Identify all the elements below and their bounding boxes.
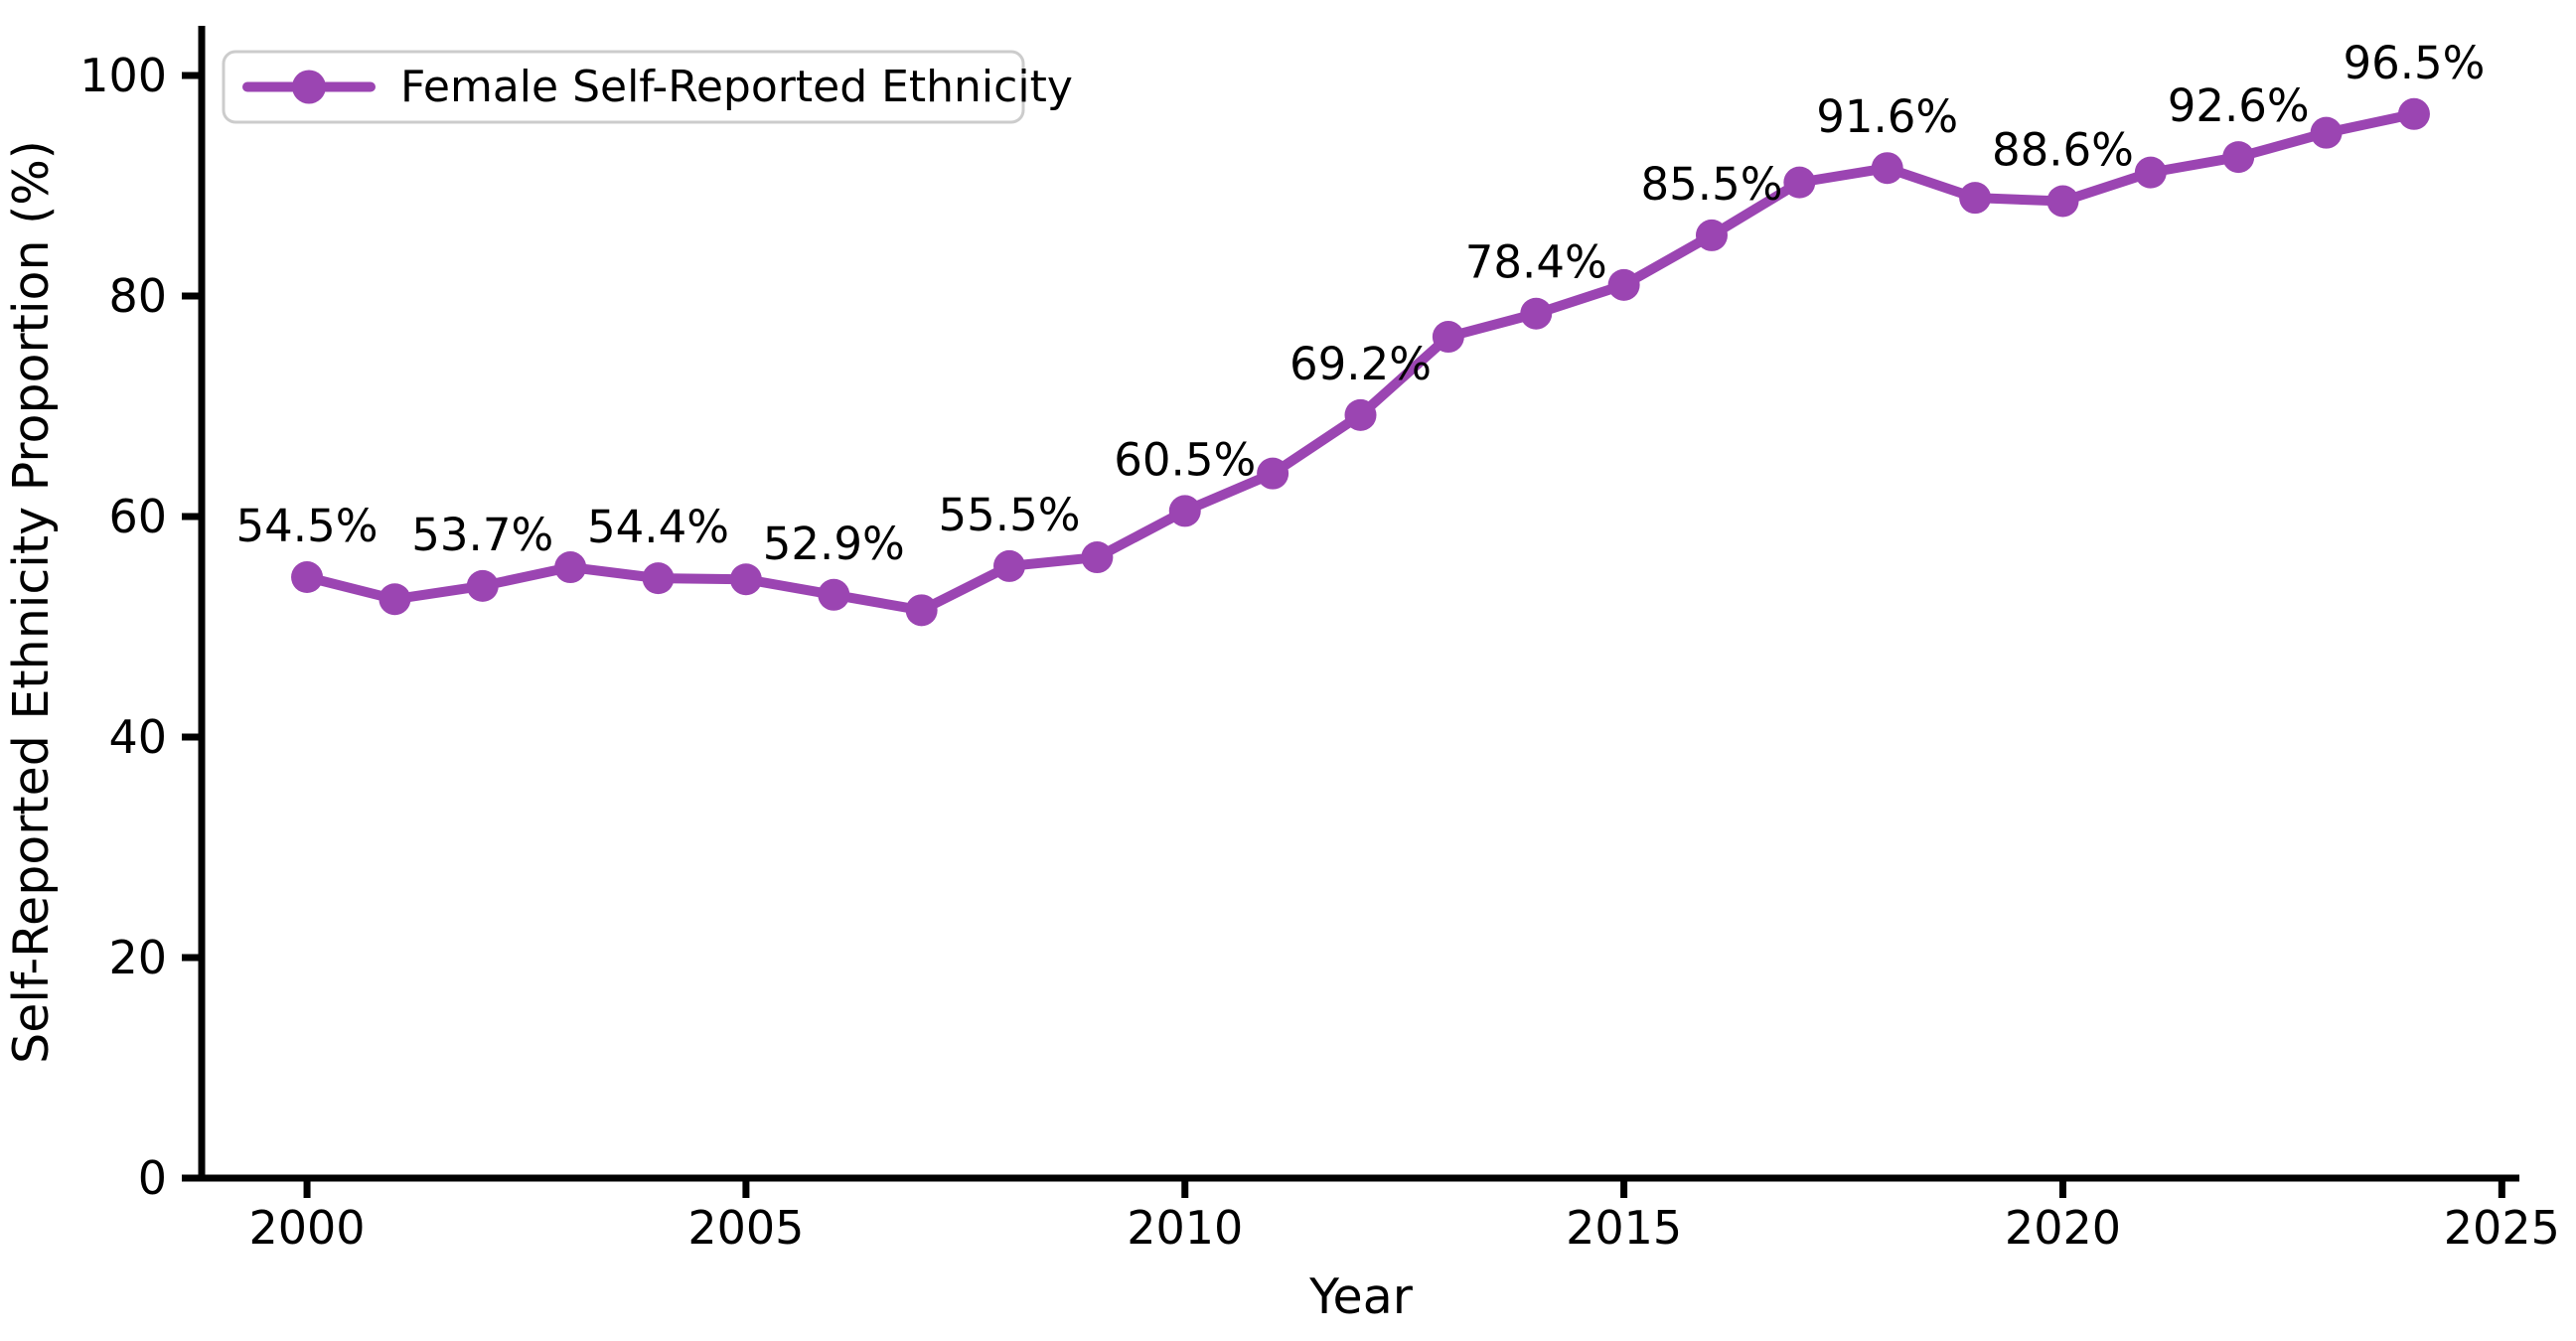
data-point bbox=[905, 594, 938, 627]
data-point-label: 55.5% bbox=[939, 489, 1081, 541]
data-point bbox=[729, 563, 762, 596]
y-tick-label: 100 bbox=[79, 49, 167, 102]
y-tick-label: 60 bbox=[108, 490, 167, 543]
legend-label: Female Self-Reported Ethnicity bbox=[400, 62, 1073, 112]
data-point-label: 88.6% bbox=[1992, 123, 2134, 176]
data-point bbox=[291, 561, 324, 594]
data-point-labels: 54.5% 53.7% 54.4% 52.9% 55.5% 60.5% 69.2% 78.4%… bbox=[236, 37, 2486, 570]
y-axis-label: Self-Reported Ethnicity Proportion (%) bbox=[3, 140, 60, 1064]
legend-box bbox=[222, 50, 1025, 124]
data-point bbox=[554, 551, 587, 584]
data-point-label: 91.6% bbox=[1816, 90, 1958, 143]
x-tick-label: 2005 bbox=[687, 1201, 804, 1255]
data-point bbox=[1081, 541, 1114, 574]
y-tick-label: 20 bbox=[108, 931, 167, 984]
data-point bbox=[2397, 97, 2430, 130]
data-point bbox=[818, 578, 850, 611]
data-point-label: 60.5% bbox=[1114, 433, 1256, 486]
data-point bbox=[1695, 219, 1728, 251]
data-point bbox=[993, 549, 1026, 582]
data-point bbox=[1871, 152, 1903, 185]
data-point bbox=[379, 583, 411, 616]
x-tick-label: 2015 bbox=[1566, 1201, 1682, 1255]
data-point bbox=[1520, 297, 1553, 330]
data-point bbox=[642, 562, 675, 595]
data-point-label: 78.4% bbox=[1465, 236, 1607, 289]
data-point-label: 96.5% bbox=[2343, 37, 2485, 89]
data-point bbox=[1432, 321, 1464, 354]
data-series bbox=[291, 97, 2430, 627]
data-point bbox=[2310, 116, 2343, 149]
data-point-label: 92.6% bbox=[2168, 79, 2310, 132]
legend-marker bbox=[292, 70, 326, 104]
data-point-label: 54.5% bbox=[236, 500, 379, 552]
y-tick-label: 0 bbox=[138, 1151, 167, 1205]
data-point-label: 85.5% bbox=[1641, 158, 1783, 211]
data-point bbox=[1168, 495, 1201, 527]
data-point-label: 52.9% bbox=[763, 518, 905, 570]
data-point bbox=[1257, 457, 1289, 490]
x-tick-label: 2000 bbox=[249, 1201, 366, 1255]
data-point-label: 69.2% bbox=[1289, 338, 1432, 390]
x-tick-label: 2010 bbox=[1127, 1201, 1243, 1255]
data-point-label: 53.7% bbox=[411, 509, 553, 561]
x-tick-label: 2020 bbox=[2005, 1201, 2121, 1255]
x-axis-ticks: 2000 2005 2010 2015 2020 2025 bbox=[249, 1178, 2560, 1255]
data-point bbox=[1607, 268, 1640, 301]
legend: Female Self-Reported Ethnicity bbox=[222, 50, 1073, 124]
data-point bbox=[1783, 166, 1816, 199]
x-tick-label: 2025 bbox=[2444, 1201, 2560, 1255]
data-point bbox=[466, 569, 499, 602]
x-axis-label: Year bbox=[1308, 1268, 1414, 1325]
data-point bbox=[1344, 398, 1377, 431]
data-point-label: 54.4% bbox=[587, 501, 729, 553]
y-axis-ticks: 0 20 40 60 80 100 bbox=[79, 49, 202, 1205]
y-tick-label: 80 bbox=[108, 269, 167, 323]
data-point bbox=[2134, 156, 2167, 189]
data-point bbox=[2222, 141, 2255, 174]
y-tick-label: 40 bbox=[108, 710, 167, 764]
data-point bbox=[2046, 185, 2079, 218]
data-point bbox=[1959, 182, 1992, 215]
